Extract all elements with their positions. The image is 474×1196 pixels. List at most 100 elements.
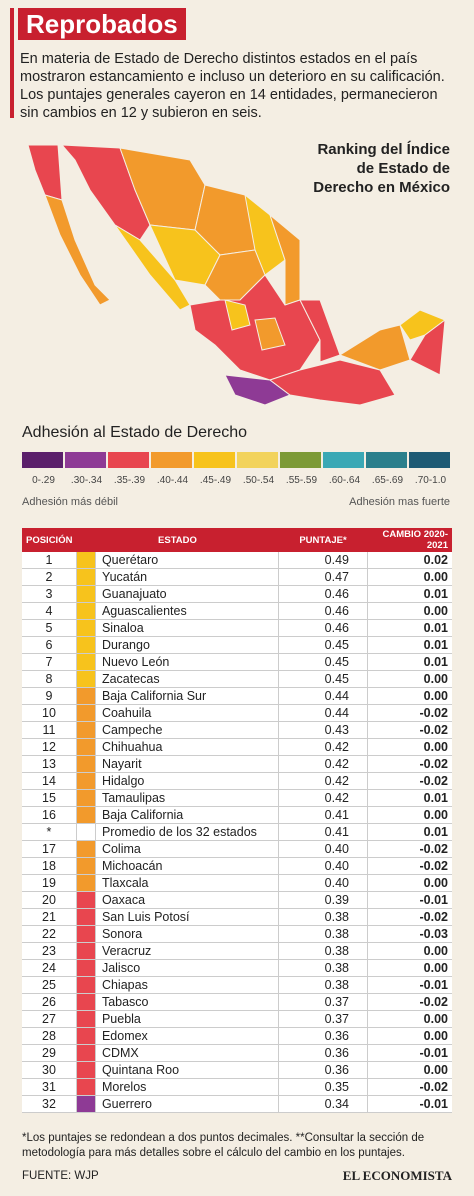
legend-label: .30-.34 <box>71 475 103 486</box>
color-swatch <box>76 925 96 943</box>
color-swatch <box>76 874 96 892</box>
legend-swatch <box>22 452 63 468</box>
table-row: 25 Chiapas 0.38 -0.01 <box>22 976 452 994</box>
position: 13 <box>22 755 77 773</box>
color-swatch <box>76 653 96 671</box>
table-row: 20 Oaxaca 0.39 -0.01 <box>22 891 452 909</box>
table-row: 16 Baja California 0.41 0.00 <box>22 806 452 824</box>
color-swatch <box>76 942 96 960</box>
change: 0.00 <box>367 806 452 824</box>
position: 30 <box>22 1061 77 1079</box>
footnote: *Los puntajes se redondean a dos puntos … <box>22 1132 425 1159</box>
table-row: 11 Campeche 0.43 -0.02 <box>22 721 452 739</box>
legend-swatch <box>409 452 450 468</box>
state: Zacatecas <box>95 670 280 688</box>
change: 0.01 <box>367 789 452 807</box>
state: Tamaulipas <box>95 789 280 807</box>
change: 0.00 <box>367 738 452 756</box>
color-swatch <box>76 908 96 926</box>
table-row: 2 Yucatán 0.47 0.00 <box>22 568 452 586</box>
change: -0.01 <box>367 1095 452 1113</box>
score: 0.42 <box>278 789 368 807</box>
legend-label: 0-.29 <box>32 475 55 486</box>
score: 0.36 <box>278 1061 368 1079</box>
change: -0.01 <box>367 976 452 994</box>
score: 0.44 <box>278 704 368 722</box>
legend-high: Adhesión mas fuerte <box>349 496 450 508</box>
color-swatch <box>76 840 96 858</box>
legend-swatch <box>194 452 235 468</box>
change: 0.00 <box>367 568 452 586</box>
accent-bar <box>10 8 14 118</box>
score: 0.40 <box>278 840 368 858</box>
color-swatch <box>76 755 96 773</box>
change: 0.00 <box>367 959 452 977</box>
position: 29 <box>22 1044 77 1062</box>
position: 25 <box>22 976 77 994</box>
state: Edomex <box>95 1027 280 1045</box>
score: 0.42 <box>278 755 368 773</box>
state: Promedio de los 32 estados <box>95 823 280 841</box>
position: 1 <box>22 552 77 569</box>
color-swatch <box>76 1095 96 1113</box>
state: CDMX <box>95 1044 280 1062</box>
score: 0.46 <box>278 585 368 603</box>
legend-swatch <box>280 452 321 468</box>
change: -0.02 <box>367 721 452 739</box>
intro: En materia de Estado de Derecho distinto… <box>20 51 445 121</box>
table-row: 3 Guanajuato 0.46 0.01 <box>22 585 452 603</box>
table-row: 9 Baja California Sur 0.44 0.00 <box>22 687 452 705</box>
legend-swatch <box>108 452 149 468</box>
position: 21 <box>22 908 77 926</box>
color-swatch <box>76 636 96 654</box>
score: 0.45 <box>278 670 368 688</box>
legend-swatch <box>65 452 106 468</box>
map-title: Ranking del Índice de Estado de Derecho … <box>313 141 450 196</box>
table-row: 21 San Luis Potosí 0.38 -0.02 <box>22 908 452 926</box>
score: 0.42 <box>278 738 368 756</box>
state: Morelos <box>95 1078 280 1096</box>
position: 23 <box>22 942 77 960</box>
color-swatch <box>76 823 96 841</box>
table-row: 5 Sinaloa 0.46 0.01 <box>22 619 452 637</box>
color-swatch <box>76 1027 96 1045</box>
state: Campeche <box>95 721 280 739</box>
change: 0.02 <box>367 552 452 569</box>
position: 17 <box>22 840 77 858</box>
score: 0.41 <box>278 823 368 841</box>
score: 0.38 <box>278 908 368 926</box>
state: Veracruz <box>95 942 280 960</box>
change: 0.00 <box>367 1061 452 1079</box>
change: 0.00 <box>367 670 452 688</box>
legend-swatch <box>151 452 192 468</box>
legend-swatch <box>323 452 364 468</box>
change: 0.00 <box>367 1027 452 1045</box>
table-row: 26 Tabasco 0.37 -0.02 <box>22 993 452 1011</box>
legend-label: .70-1.0 <box>415 475 447 486</box>
state: Tabasco <box>95 993 280 1011</box>
col-header: PUNTAJE* <box>278 528 368 552</box>
position: 8 <box>22 670 77 688</box>
position: 28 <box>22 1027 77 1045</box>
table-row: 10 Coahuila 0.44 -0.02 <box>22 704 452 722</box>
legend-label: .50-.54 <box>243 475 275 486</box>
change: 0.00 <box>367 942 452 960</box>
position: 10 <box>22 704 77 722</box>
table-row: 24 Jalisco 0.38 0.00 <box>22 959 452 977</box>
position: 2 <box>22 568 77 586</box>
change: 0.01 <box>367 823 452 841</box>
change: -0.02 <box>367 840 452 858</box>
position: 6 <box>22 636 77 654</box>
table-row: 4 Aguascalientes 0.46 0.00 <box>22 602 452 620</box>
position: 22 <box>22 925 77 943</box>
legend: 0-.29 .30-.34 .35-.39 .40-.44 .45-.49 .50-.54… <box>22 452 450 486</box>
legend-label: .60-.64 <box>329 475 361 486</box>
legend-label: .45-.49 <box>200 475 232 486</box>
table-row: 22 Sonora 0.38 -0.03 <box>22 925 452 943</box>
legend-label: .40-.44 <box>157 475 189 486</box>
title: Reprobados <box>18 8 186 40</box>
change: 0.01 <box>367 653 452 671</box>
header-row: POSICIÓN ESTADO PUNTAJE* CAMBIO 2020-202… <box>22 528 452 552</box>
change: -0.02 <box>367 772 452 790</box>
state: Coahuila <box>95 704 280 722</box>
